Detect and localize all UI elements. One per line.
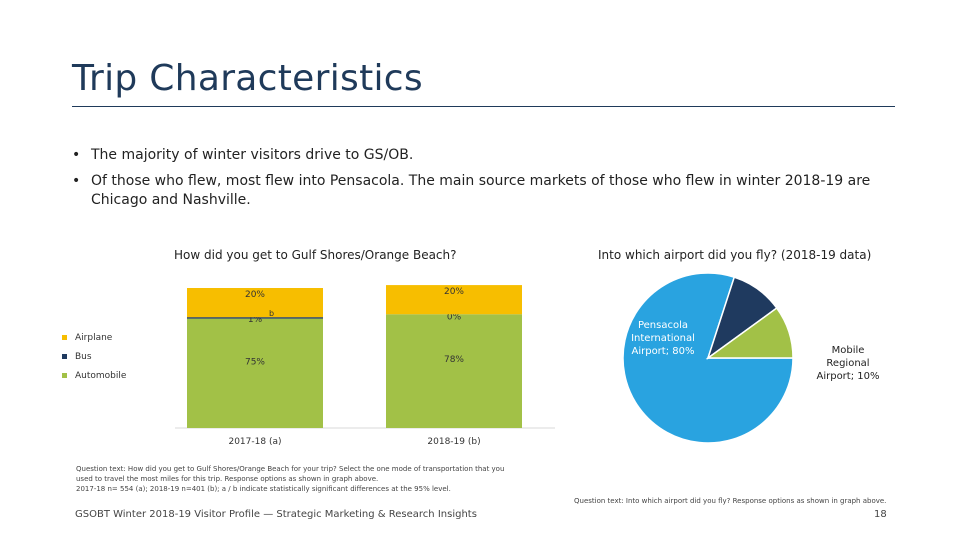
bullet-item: • Of those who flew, most flew into Pensa… <box>72 172 902 210</box>
legend-label: Airplane <box>75 333 113 343</box>
pie-label-line: Airport; 10% <box>816 371 879 382</box>
bar-segment <box>187 317 323 319</box>
legend-label: Automobile <box>75 371 127 381</box>
bullet-text: The majority of winter visitors drive to… <box>91 147 414 163</box>
significance-mark: b <box>269 309 274 318</box>
x-tick-label: 2017-18 (a) <box>228 437 281 447</box>
pie-chart: Pensacola International Airport; 80% Mobile… <box>622 272 880 444</box>
pie-label-line: International <box>631 333 695 344</box>
title-divider <box>72 106 895 107</box>
page-number: 18 <box>874 509 887 520</box>
bar-segment <box>187 288 323 318</box>
legend-label: Bus <box>75 352 92 362</box>
bar-segment <box>386 285 522 315</box>
bullet-dot: • <box>72 147 81 163</box>
legend-swatch <box>62 335 67 340</box>
slide-footer: GSOBT Winter 2018-19 Visitor Profile — S… <box>75 509 477 520</box>
bar-chart-title: How did you get to Gulf Shores/Orange Be… <box>174 248 457 262</box>
pie-slice <box>705 306 794 359</box>
data-label: 78% <box>444 355 464 365</box>
data-label: 75% <box>245 358 265 368</box>
x-tick-label: 2018-19 (b) <box>427 437 480 447</box>
slide-title: Trip Characteristics <box>72 58 423 99</box>
bar-segment <box>386 314 522 428</box>
bar-chart-note: Question text: How did you get to Gulf S… <box>76 464 504 494</box>
pie-data-label: Mobile Regional Airport; 10% <box>816 345 879 382</box>
pie-label-line: Airport; 80% <box>631 346 694 357</box>
data-label: 1% <box>248 315 263 325</box>
pie-label-line: Pensacola <box>638 320 688 331</box>
legend-swatch <box>62 354 67 359</box>
note-line: 2017-18 n= 554 (a); 2018-19 n=401 (b); a… <box>76 485 451 493</box>
note-line: used to travel the most miles for this t… <box>76 475 379 483</box>
bullet-list: • The majority of winter visitors drive t… <box>72 146 902 217</box>
note-line: Question text: How did you get to Gulf S… <box>76 465 505 473</box>
data-label: 20% <box>444 287 464 297</box>
pie-label-line: Mobile <box>832 345 865 356</box>
bullet-item: • The majority of winter visitors drive t… <box>72 146 902 165</box>
bullet-text: Of those who flew, most flew into Pensac… <box>91 173 871 208</box>
pie-data-label: Pensacola International Airport; 80% <box>631 320 695 357</box>
bar-chart: 75% 1% 20% b 2017-18 (a) 78% 0% 20% 2018-19 (b) A… <box>62 285 555 447</box>
data-label: 20% <box>245 290 265 300</box>
bar-segment <box>187 318 323 428</box>
data-label: 0% <box>447 312 462 322</box>
pie-chart-title: Into which airport did you fly? (2018-19… <box>598 248 872 262</box>
pie-chart-note: Question text: Into which airport did yo… <box>574 497 887 505</box>
pie-label-line: Regional <box>826 358 869 369</box>
legend-swatch <box>62 373 67 378</box>
bullet-dot: • <box>72 173 81 189</box>
